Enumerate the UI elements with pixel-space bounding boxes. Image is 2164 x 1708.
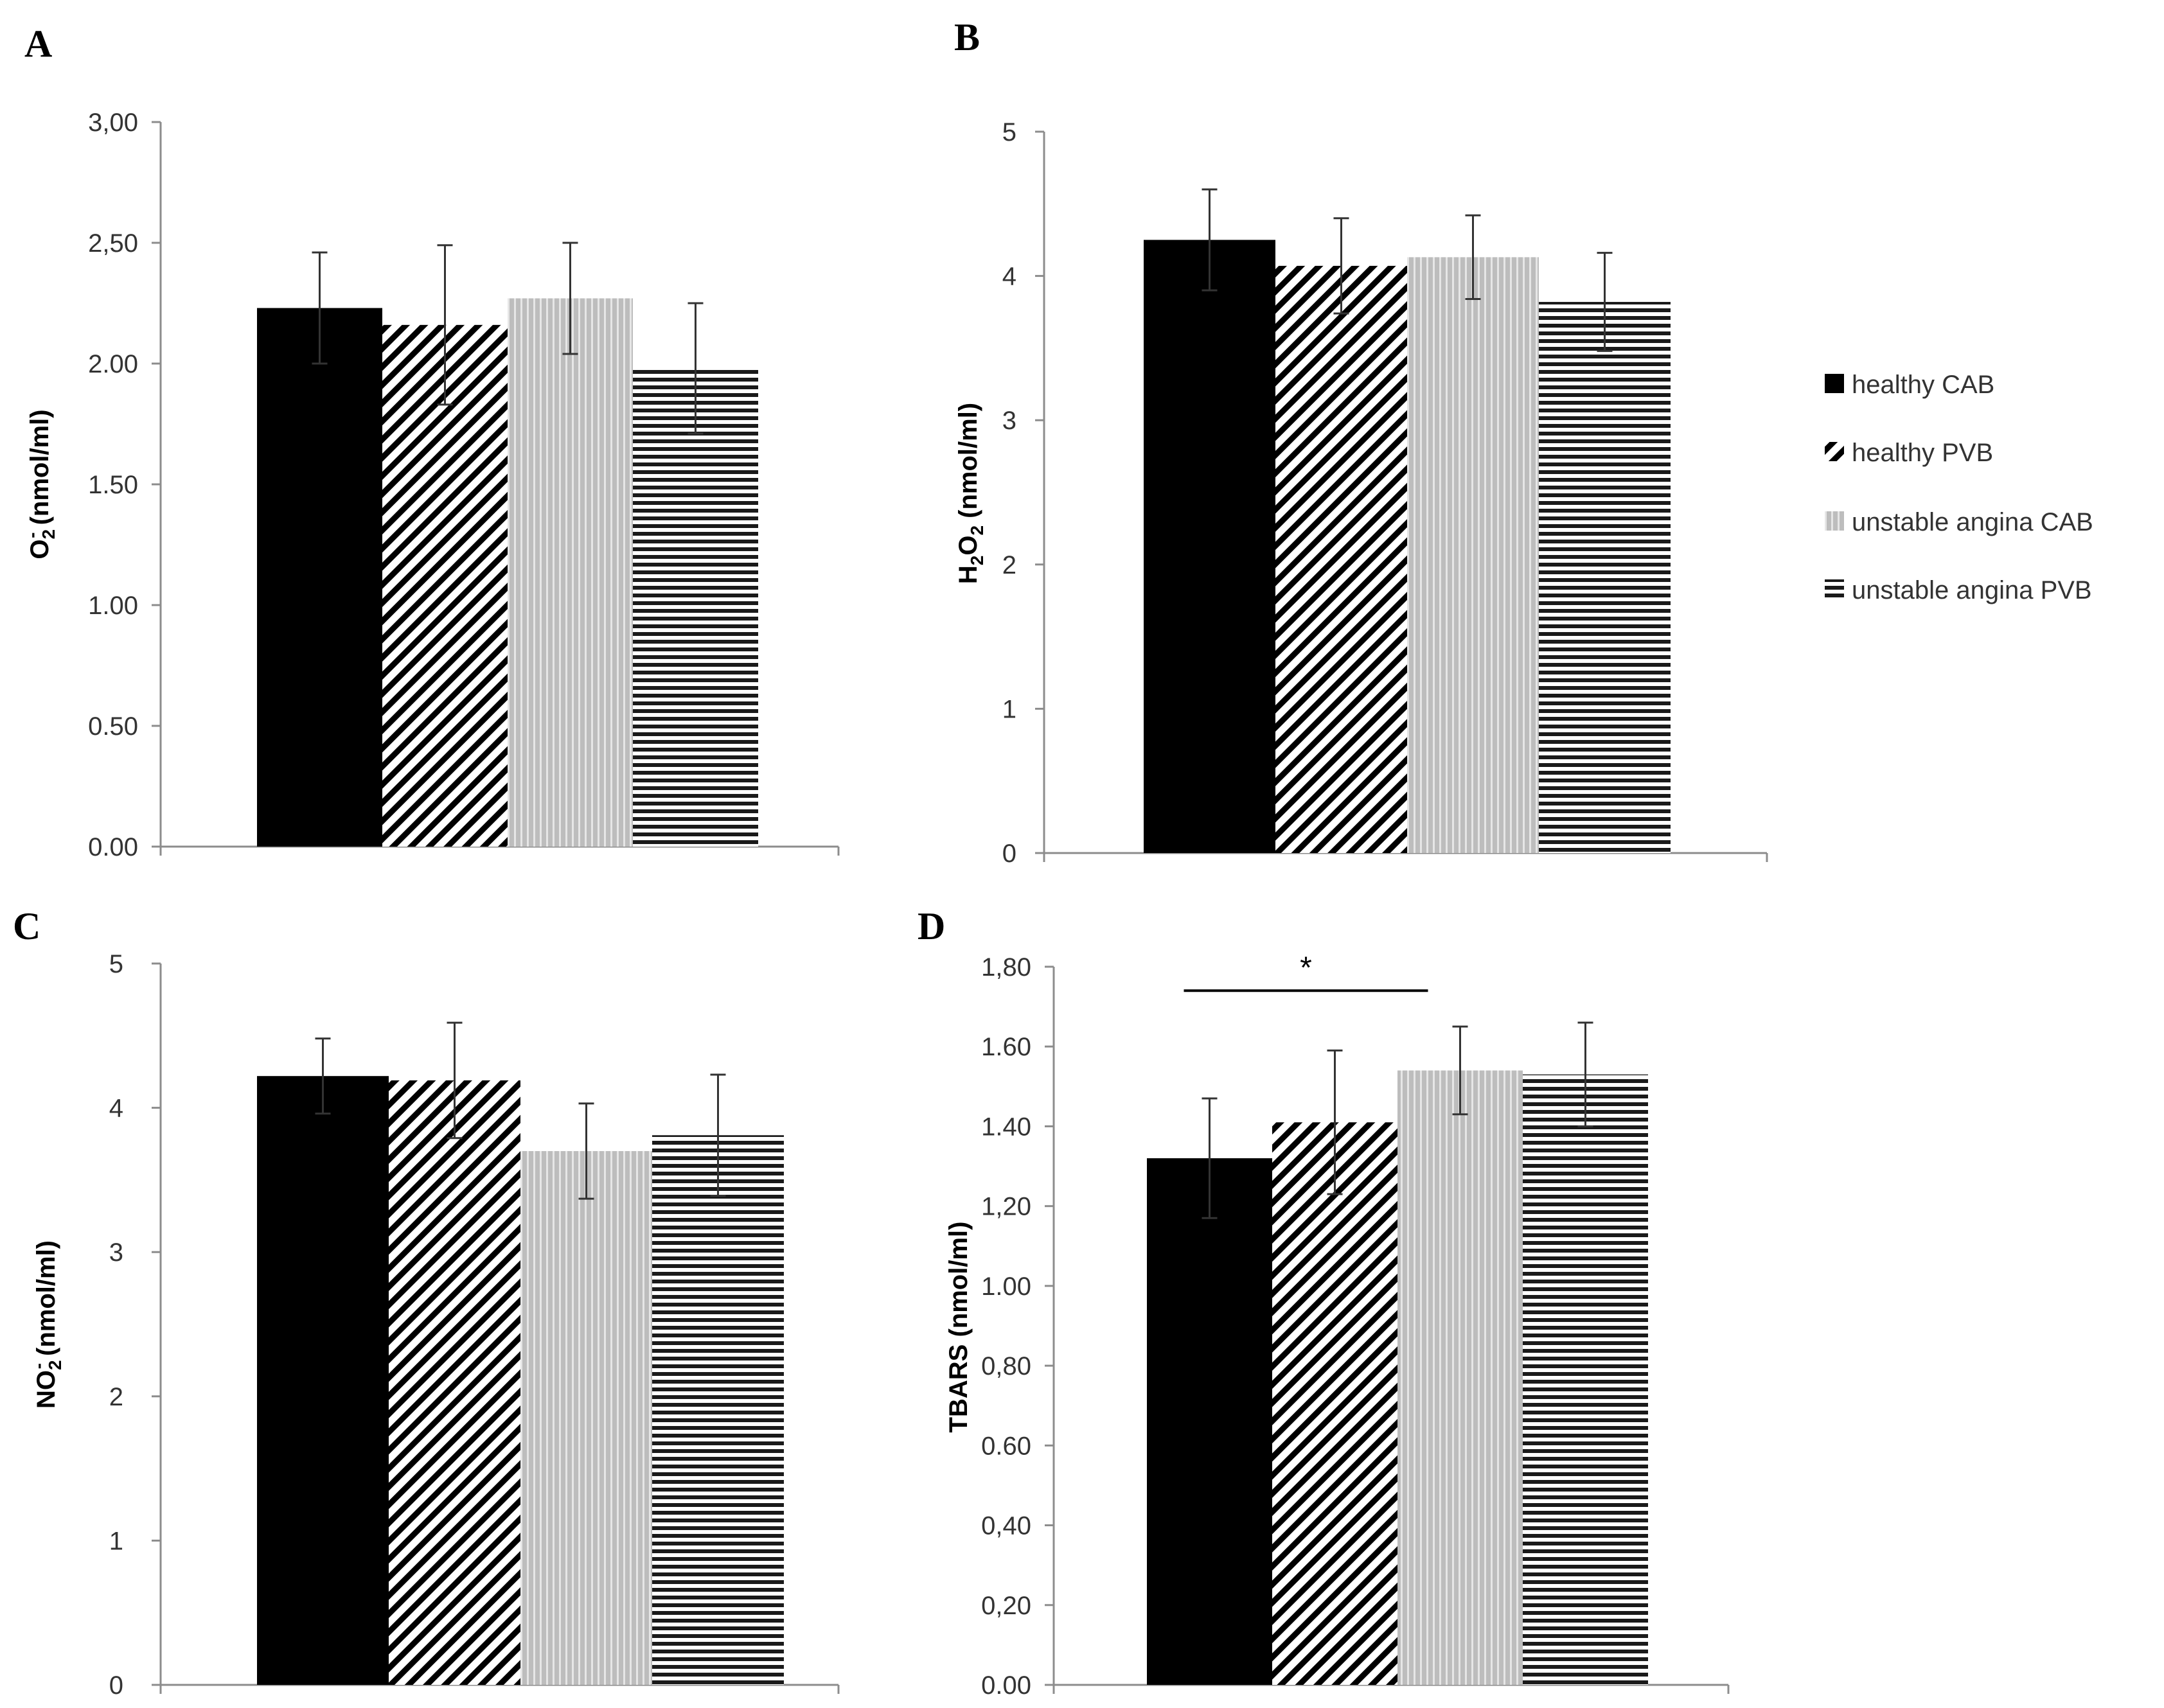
y-tick-label: 0.60 bbox=[981, 1432, 1031, 1460]
y-tick-label: 2 bbox=[1002, 551, 1016, 579]
legend-swatch bbox=[1825, 374, 1844, 393]
chart-panel-b: B 0 1 2 3 4 5 H2O2 (nmol/ml) bbox=[954, 16, 1768, 868]
chart-panel-a: A 0.00 0.50 1.00 1.50 2.00 2,50 3,00 O2- (nmol/m… bbox=[22, 22, 840, 861]
legend: healthy CAB healthy PVB unstable angina CA… bbox=[1825, 371, 2093, 604]
legend-label: healthy PVB bbox=[1852, 439, 1993, 467]
y-tick-label: 1.50 bbox=[88, 471, 138, 499]
panel-letter: D bbox=[918, 905, 945, 947]
y-tick-label: 3,00 bbox=[88, 109, 138, 137]
y-tick-label: 5 bbox=[109, 950, 123, 978]
y-tick-label: 1 bbox=[109, 1527, 123, 1555]
y-tick-label: 2,50 bbox=[88, 229, 138, 258]
legend-item-unstable-angina-cab: unstable angina CAB bbox=[1825, 508, 2093, 536]
y-tick-label: 1,20 bbox=[981, 1193, 1031, 1221]
y-tick-label: 0,80 bbox=[981, 1352, 1031, 1380]
legend-label: healthy CAB bbox=[1852, 371, 1994, 399]
legend-item-unstable-angina-pvb: unstable angina PVB bbox=[1825, 576, 2092, 604]
y-tick-label: 1.00 bbox=[981, 1272, 1031, 1301]
y-tick-label: 2.00 bbox=[88, 350, 138, 378]
bar-unstable-angina-pvb bbox=[1539, 302, 1671, 853]
y-tick-label: 0,20 bbox=[981, 1592, 1031, 1620]
y-tick-label: 4 bbox=[109, 1095, 123, 1123]
y-tick-label: 3 bbox=[1002, 407, 1016, 435]
bar-unstable-angina-cab bbox=[1407, 257, 1539, 854]
y-tick-label: 2 bbox=[109, 1383, 123, 1411]
chart-panel-c: C 0 1 2 3 4 5 NO2- (nmol/ml) bbox=[13, 905, 840, 1700]
legend-swatch bbox=[1825, 442, 1844, 461]
legend-label: unstable angina CAB bbox=[1852, 508, 2093, 536]
bar-healthy-cab bbox=[1144, 240, 1275, 853]
y-tick-label: 1 bbox=[1002, 695, 1016, 723]
y-tick-label: 1.60 bbox=[981, 1033, 1031, 1061]
y-tick-label: 0.50 bbox=[88, 712, 138, 741]
bar-unstable-angina-cab bbox=[508, 298, 633, 847]
significance-star: * bbox=[1300, 951, 1312, 985]
bar-healthy-pvb bbox=[1272, 1122, 1397, 1685]
bar-healthy-cab bbox=[257, 308, 382, 847]
bar-healthy-pvb bbox=[389, 1080, 520, 1685]
panel-letter: C bbox=[13, 905, 40, 947]
y-tick-label: 0 bbox=[109, 1671, 123, 1700]
y-tick-label: 4 bbox=[1002, 263, 1016, 291]
bar-healthy-pvb bbox=[1275, 265, 1407, 853]
bar-unstable-angina-pvb bbox=[633, 368, 758, 847]
bar-unstable-angina-pvb bbox=[1523, 1074, 1648, 1685]
legend-swatch bbox=[1825, 579, 1844, 599]
legend-item-healthy-cab: healthy CAB bbox=[1825, 371, 1994, 399]
y-axis-label: O2- (nmol/ml) bbox=[22, 409, 58, 559]
y-tick-label: 0.00 bbox=[88, 833, 138, 861]
y-tick-label: 0.00 bbox=[981, 1671, 1031, 1700]
y-tick-label: 3 bbox=[109, 1238, 123, 1267]
y-tick-label: 0,40 bbox=[981, 1512, 1031, 1540]
legend-swatch bbox=[1825, 511, 1844, 531]
y-axis-label: H2O2 (nmol/ml) bbox=[954, 403, 987, 584]
bar-healthy-cab bbox=[257, 1076, 389, 1685]
y-tick-label: 1.40 bbox=[981, 1113, 1031, 1141]
bar-healthy-pvb bbox=[382, 324, 508, 847]
y-axis-label: NO2- (nmol/ml) bbox=[28, 1240, 65, 1409]
bar-unstable-angina-cab bbox=[1397, 1070, 1523, 1685]
y-axis-label: TBARS (nmol/ml) bbox=[945, 1222, 973, 1433]
chart-panel-d: D 0.00 0,20 0,40 0.60 0,80 1.00 1,20 1.40 1.60 1,8… bbox=[918, 905, 1730, 1700]
y-tick-label: 1.00 bbox=[88, 592, 138, 620]
y-tick-label: 0 bbox=[1002, 840, 1016, 868]
legend-item-healthy-pvb: healthy PVB bbox=[1825, 439, 1993, 467]
bar-unstable-angina-cab bbox=[520, 1150, 652, 1685]
panel-letter: B bbox=[954, 16, 980, 58]
panels: A 0.00 0.50 1.00 1.50 2.00 2,50 3,00 O2- (nmol/m… bbox=[13, 16, 1768, 1700]
legend-label: unstable angina PVB bbox=[1852, 576, 2092, 604]
bar-healthy-cab bbox=[1147, 1158, 1272, 1685]
y-tick-label: 5 bbox=[1002, 118, 1016, 146]
panel-letter: A bbox=[24, 22, 52, 65]
y-tick-label: 1,80 bbox=[981, 953, 1031, 982]
bar-unstable-angina-pvb bbox=[652, 1135, 784, 1685]
